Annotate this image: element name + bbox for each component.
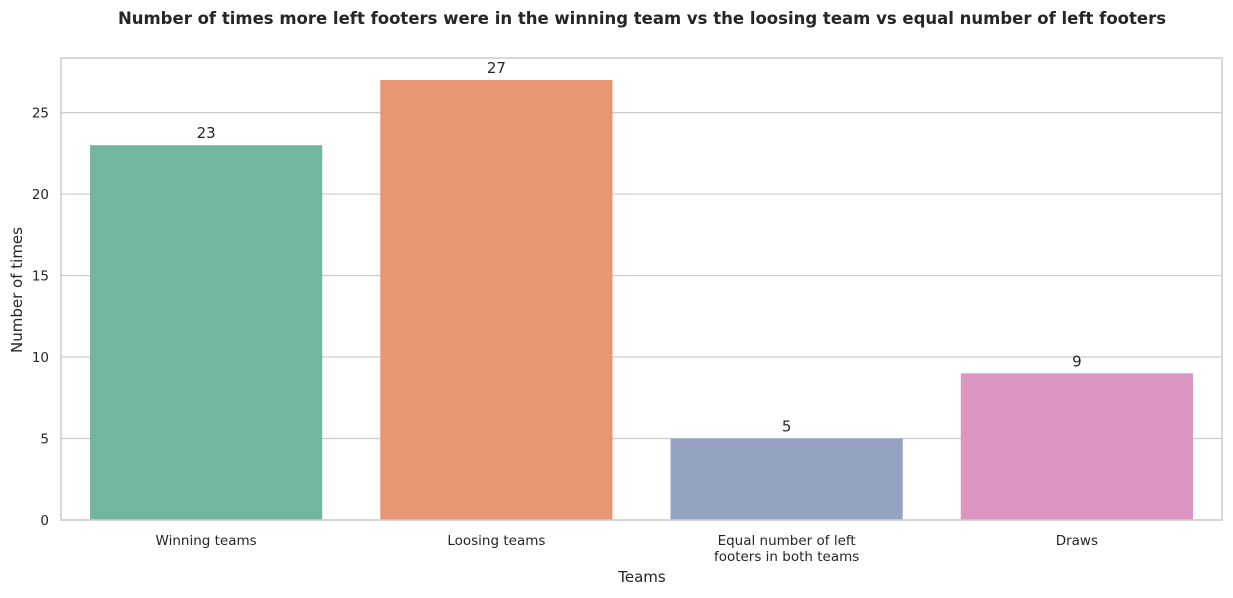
chart-title: Number of times more left footers were i… [118,9,1166,28]
bar [90,145,323,520]
x-tick-label: Draws [1056,533,1098,549]
data-labels: 23 27 5 9 [197,59,1082,436]
bar [960,373,1193,520]
bar [380,80,613,520]
tick-labels: 0 5 10 15 20 25 Winning teams Loosing teams Equa… [32,106,1098,565]
bar-value-label: 23 [197,124,216,142]
y-tick-label: 5 [40,432,49,448]
bar [670,438,903,520]
y-tick-label: 20 [32,187,49,203]
y-tick-label: 10 [32,350,49,366]
y-tick-label: 15 [32,269,49,285]
x-axis-label: Teams [617,568,666,586]
y-tick-label: 25 [32,106,49,122]
x-tick-label: Loosing teams [447,533,545,549]
bars [90,80,1193,520]
plot-frame [60,57,1223,521]
x-tick-label: footers in both teams [714,549,859,565]
bar-value-label: 27 [487,59,506,77]
y-tick-label: 0 [40,513,49,529]
x-tick-label: Equal number of left [718,533,856,549]
bar-value-label: 9 [1072,352,1082,370]
bar-value-label: 5 [782,418,792,436]
x-tick-label: Winning teams [156,533,257,549]
y-axis-label: Number of times [8,227,26,353]
